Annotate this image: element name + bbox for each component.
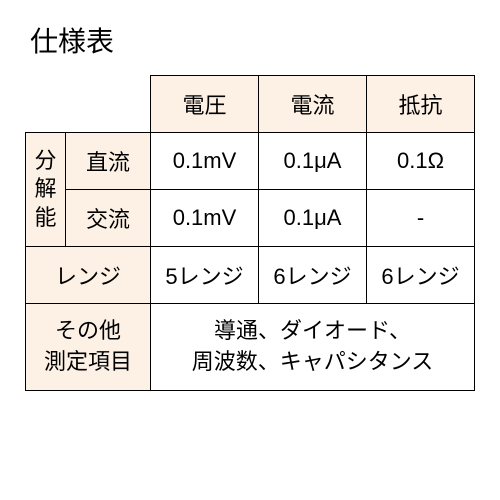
header-voltage: 電圧: [151, 76, 259, 133]
ac-current: 0.1μA: [259, 190, 367, 247]
dc-voltage: 0.1mV: [151, 133, 259, 190]
range-label: レンジ: [26, 247, 151, 304]
resolution-label: 分解能: [26, 133, 66, 247]
range-current: 6レンジ: [259, 247, 367, 304]
header-row: 電圧 電流 抵抗: [26, 76, 475, 133]
other-row: その他 測定項目 導通、ダイオード、 周波数、キャパシタンス: [26, 304, 475, 391]
header-current: 電流: [259, 76, 367, 133]
range-resistance: 6レンジ: [367, 247, 475, 304]
header-resistance: 抵抗: [367, 76, 475, 133]
dc-resistance: 0.1Ω: [367, 133, 475, 190]
corner-empty-cell: [26, 76, 151, 133]
spec-table-title: 仕様表: [30, 20, 475, 60]
dc-label: 直流: [66, 133, 151, 190]
other-label: その他 測定項目: [26, 304, 151, 391]
other-value: 導通、ダイオード、 周波数、キャパシタンス: [151, 304, 475, 391]
dc-row: 分解能 直流 0.1mV 0.1μA 0.1Ω: [26, 133, 475, 190]
dc-current: 0.1μA: [259, 133, 367, 190]
ac-voltage: 0.1mV: [151, 190, 259, 247]
ac-label: 交流: [66, 190, 151, 247]
range-row: レンジ 5レンジ 6レンジ 6レンジ: [26, 247, 475, 304]
spec-table: 電圧 電流 抵抗 分解能 直流 0.1mV 0.1μA 0.1Ω 交流 0.1m…: [25, 75, 475, 391]
range-voltage: 5レンジ: [151, 247, 259, 304]
ac-resistance: -: [367, 190, 475, 247]
ac-row: 交流 0.1mV 0.1μA -: [26, 190, 475, 247]
